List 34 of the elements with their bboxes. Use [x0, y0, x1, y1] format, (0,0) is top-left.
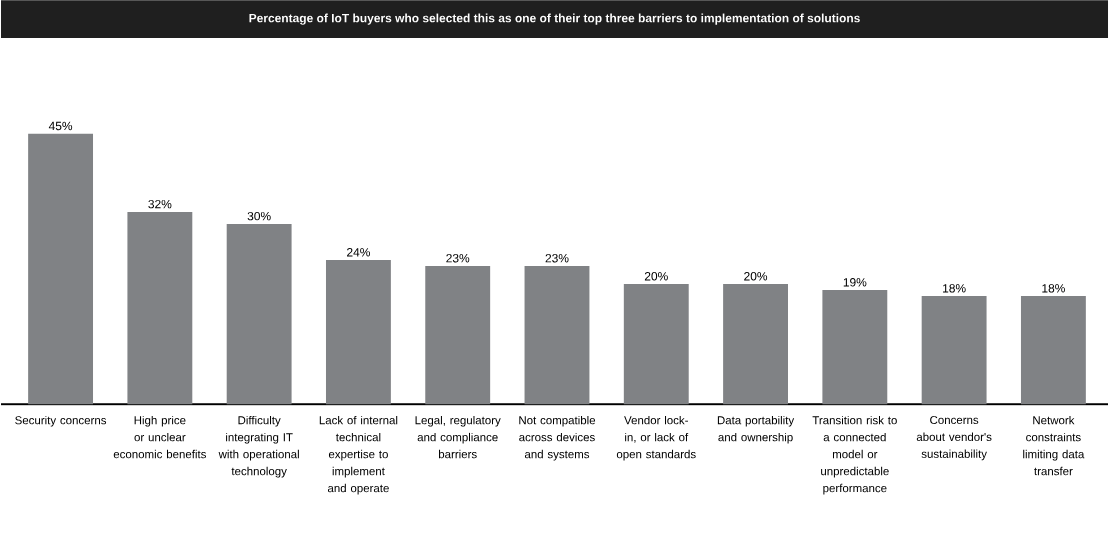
x-tick-label: Difficulty integrating IT with operational technology — [218, 415, 299, 478]
x-tick-label: Transition risk to a connected model or unpredictable performance — [812, 415, 897, 495]
x-tick-label: Network constraints limiting data transfer — [1023, 415, 1085, 476]
x-tick-label: Legal, regulatory and compliance barriers — [415, 415, 501, 459]
bar — [921, 296, 987, 405]
chart-title: Percentage of IoT buyers who selected this as one of their top three barriers to implementation of solutions — [249, 13, 860, 25]
data-label: 24% — [347, 248, 370, 257]
bar — [822, 290, 888, 405]
data-label: 23% — [545, 253, 569, 263]
bar — [325, 259, 391, 405]
x-tick-label: High price or unclear economic benefits — [113, 415, 207, 459]
data-label: 45% — [48, 121, 73, 131]
x-tick-label: Concerns about vendor's sustainability — [916, 415, 992, 461]
data-label: 23% — [446, 253, 470, 263]
bar — [723, 284, 788, 405]
data-label: 20% — [644, 272, 668, 281]
bar — [127, 211, 193, 405]
x-tick-label: Lack of internal technical expertise to implement and operate — [319, 415, 398, 495]
data-label: 30% — [247, 211, 271, 221]
bar — [1020, 296, 1086, 405]
data-label: 18% — [943, 284, 966, 293]
bar — [524, 265, 590, 405]
data-label: 18% — [1042, 284, 1065, 293]
data-label: 19% — [843, 278, 867, 287]
bar — [226, 223, 292, 405]
x-tick-label: Vendor lock-in, or lack of open standards — [616, 415, 696, 461]
data-label: 32% — [148, 199, 172, 209]
bar — [425, 265, 491, 405]
data-label: 20% — [744, 272, 768, 281]
bar — [623, 284, 689, 405]
x-tick-label: Not compatible across devices and systems — [519, 415, 596, 461]
x-tick-label: Data portability and ownership — [717, 415, 795, 444]
bar — [28, 133, 94, 405]
x-tick-label: Security concerns — [15, 415, 107, 427]
